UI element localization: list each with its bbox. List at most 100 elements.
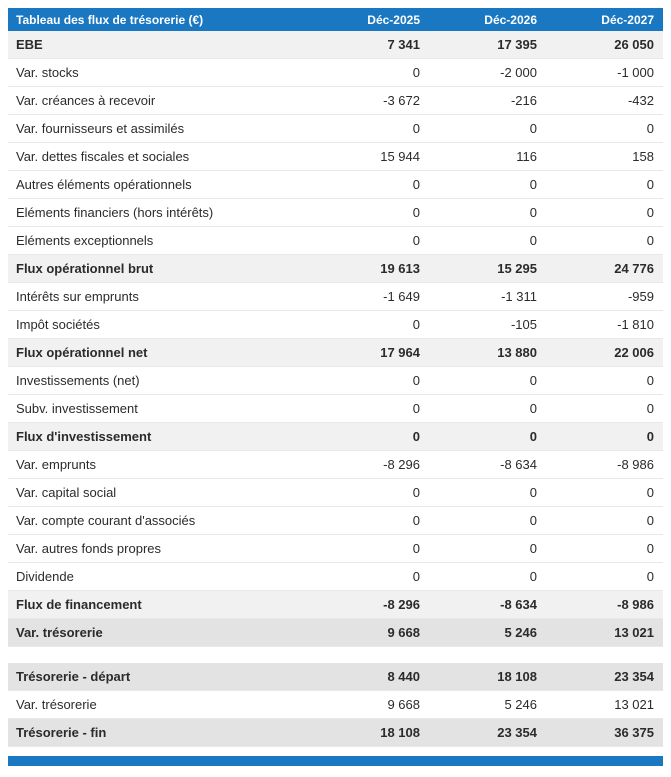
cell-value: 0 [412,429,420,444]
row-label: Var. trésorerie [16,625,103,640]
column-header-dec-2025: Déc-2025 [367,12,420,27]
cell-value: -105 [510,317,537,332]
cell-value: 13 021 [614,697,654,712]
cell-value: 13 021 [614,625,654,640]
cell-value: -1 000 [617,65,654,80]
row-label: EBE [16,37,43,52]
table-row: EBE 7 341 17 395 26 050 [8,31,663,59]
cell-value: 116 [516,149,537,164]
cell-value: 0 [529,569,537,584]
row-label: Flux d'investissement [16,429,152,444]
table-row: Flux d'investissement 0 0 0 [8,423,663,451]
cell-value: 0 [529,373,537,388]
cell-value: 8 440 [387,669,420,684]
cell-value: 0 [646,233,654,248]
table-body: EBE 7 341 17 395 26 050 Var. stocks 0 -2 000 -1… [8,31,663,747]
cell-value: 0 [412,233,420,248]
table-row: Var. dettes fiscales et sociales 15 944 11… [8,143,663,171]
cell-value: 26 050 [614,37,654,52]
row-label: Investissements (net) [16,373,140,388]
row-label: Flux opérationnel net [16,345,148,360]
cell-value: -8 296 [383,597,420,612]
table-row: Var. stocks 0 -2 000 -1 000 [8,59,663,87]
table-row: Var. capital social 0 0 0 [8,479,663,507]
row-label: Var. trésorerie [16,697,97,712]
cell-value: 0 [529,513,537,528]
table-row: Flux de financement -8 296 -8 634 -8 986 [8,591,663,619]
cell-value: 0 [529,121,537,136]
table-title: Tableau des flux de trésorerie (€) [16,12,204,27]
column-header-dec-2027: Déc-2027 [601,12,654,27]
cell-value: 13 880 [497,345,537,360]
cell-value: 5 246 [504,625,537,640]
cell-value: 15 944 [380,149,420,164]
cell-value: 36 375 [614,725,654,740]
table-row: Var. créances à recevoir -3 672 -216 -432 [8,87,663,115]
table-row: Dividende 0 0 0 [8,563,663,591]
cell-value: 0 [412,485,420,500]
cell-value: 0 [646,429,654,444]
row-label: Var. dettes fiscales et sociales [16,149,190,164]
cell-value: 0 [646,513,654,528]
cell-value: 0 [529,177,537,192]
cell-value: 158 [632,149,654,164]
table-row: Impôt sociétés 0 -105 -1 810 [8,311,663,339]
cell-value: 0 [646,373,654,388]
table-row: Autres éléments opérationnels 0 0 0 [8,171,663,199]
cell-value: -3 672 [383,93,420,108]
cell-value: 0 [412,373,420,388]
cell-value: -8 634 [500,597,537,612]
cell-value: -8 296 [383,457,420,472]
cell-value: -8 634 [500,457,537,472]
cell-value: 9 668 [387,697,420,712]
row-label: Autres éléments opérationnels [16,177,192,192]
next-table-header-strip [8,756,663,766]
column-header-dec-2026: Déc-2026 [484,12,537,27]
table-row: Flux opérationnel brut 19 613 15 295 24 776 [8,255,663,283]
cell-value: -432 [627,93,654,108]
row-label: Subv. investissement [16,401,138,416]
table-row: Var. emprunts -8 296 -8 634 -8 986 [8,451,663,479]
row-label: Var. stocks [16,65,79,80]
row-label: Var. créances à recevoir [16,93,156,108]
cell-value: 22 006 [614,345,654,360]
cell-value: 0 [529,429,537,444]
cell-value: 19 613 [380,261,420,276]
table-row: Subv. investissement 0 0 0 [8,395,663,423]
row-label: Eléments financiers (hors intérêts) [16,205,214,220]
cell-value: -959 [627,289,654,304]
table-row: Var. trésorerie 9 668 5 246 13 021 [8,619,663,647]
cell-value: 0 [646,121,654,136]
table-row: Var. autres fonds propres 0 0 0 [8,535,663,563]
cell-value: 0 [412,121,420,136]
cell-value: -1 311 [501,289,537,304]
table-row: Eléments exceptionnels 0 0 0 [8,227,663,255]
cell-value: -216 [510,93,537,108]
cashflow-table: Tableau des flux de trésorerie (€) Déc-2… [8,8,663,747]
cell-value: 17 395 [497,37,537,52]
cell-value: 0 [646,569,654,584]
cell-value: 0 [412,569,420,584]
cell-value: 7 341 [387,37,420,52]
cell-value: 5 246 [504,697,537,712]
table-row: Trésorerie - fin 18 108 23 354 36 375 [8,719,663,747]
table-row: Var. trésorerie 9 668 5 246 13 021 [8,691,663,719]
table-row: Intérêts sur emprunts -1 649 -1 311 -959 [8,283,663,311]
table-row: Var. compte courant d'associés 0 0 0 [8,507,663,535]
cell-value: -1 810 [617,317,654,332]
table-row: Flux opérationnel net 17 964 13 880 22 006 [8,339,663,367]
cell-value: 0 [412,205,420,220]
row-label: Var. fournisseurs et assimilés [16,121,185,136]
table-row: Trésorerie - départ 8 440 18 108 23 354 [8,663,663,691]
table-header: Tableau des flux de trésorerie (€) Déc-2… [8,8,663,31]
table-row: Investissements (net) 0 0 0 [8,367,663,395]
cell-value: 0 [412,177,420,192]
cell-value: 23 354 [497,725,537,740]
cell-value: -1 649 [383,289,420,304]
cell-value: 0 [412,513,420,528]
cell-value: 0 [412,65,420,80]
row-label: Eléments exceptionnels [16,233,154,248]
cell-value: 0 [529,485,537,500]
cell-value: 0 [529,233,537,248]
